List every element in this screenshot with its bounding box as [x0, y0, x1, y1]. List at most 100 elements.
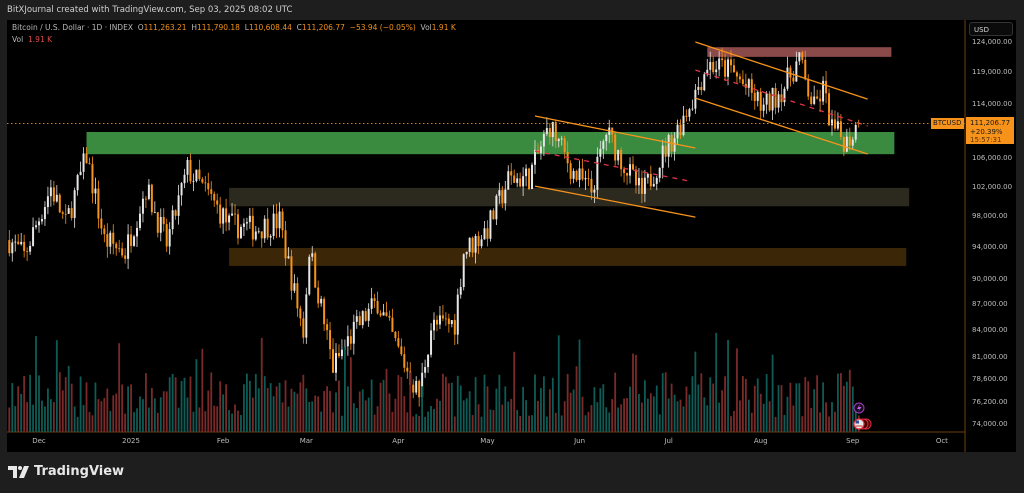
time-tick-label: Aug [753, 437, 768, 445]
volume-bar [115, 393, 118, 432]
candle-body [144, 198, 147, 200]
volume-bar [629, 386, 631, 432]
time-tick-label: Feb [216, 437, 230, 445]
volume-bar [269, 383, 272, 432]
volume-bar [38, 375, 40, 432]
candle-body [349, 336, 352, 344]
volume-bar [201, 348, 204, 432]
volume-bar [492, 410, 495, 432]
candle-body [715, 69, 718, 73]
footer: TradingView [0, 452, 1024, 493]
price-tick-label: 102,000.00 [972, 182, 1013, 191]
candle-body [718, 58, 721, 70]
candle-body [180, 183, 183, 196]
volume-bar [162, 391, 165, 432]
volume-bar [379, 382, 382, 432]
candle-body [676, 124, 679, 139]
volume-bar [171, 373, 174, 432]
candle-body [798, 52, 801, 62]
volume-bar [682, 406, 685, 432]
candle-body [839, 121, 842, 137]
chart-legend: Bitcoin / U.S. Dollar · 1D · INDEX O111,… [12, 22, 456, 46]
volume-bar [403, 396, 406, 432]
volume-bar [450, 382, 453, 432]
candle-body [623, 169, 626, 174]
volume-bar [851, 386, 854, 432]
volume-bar [462, 400, 465, 432]
candle-body [816, 96, 819, 99]
candle-body [317, 287, 320, 304]
candle-body [738, 76, 741, 80]
candle-body [468, 237, 471, 252]
symbol-description[interactable]: Bitcoin / U.S. Dollar · 1D · INDEX [12, 23, 133, 32]
volume-bar [147, 407, 150, 432]
candle-body [257, 231, 260, 233]
candle-body [106, 234, 109, 247]
candle-body [337, 352, 340, 357]
volume-bar [572, 389, 575, 432]
volume-bar [516, 410, 519, 432]
candle-body [759, 91, 762, 111]
candle-body [20, 241, 23, 245]
volume-bar [765, 374, 768, 432]
candle-body [421, 372, 424, 398]
candle-body [263, 218, 266, 239]
volume-bar [688, 394, 691, 432]
volume-bar [79, 376, 82, 432]
candle-body [845, 136, 848, 152]
candle-body [26, 251, 29, 252]
candle-body [379, 313, 382, 316]
candle-body [542, 133, 545, 147]
candle-body [40, 219, 43, 222]
volume-bar [118, 343, 121, 432]
volume-bar [159, 397, 162, 432]
volume-bar [792, 405, 795, 432]
low-label: L [244, 23, 249, 32]
volume-bar [670, 383, 673, 432]
candle-body [444, 318, 447, 320]
volume-bar [415, 413, 418, 432]
volume-bar [762, 403, 765, 432]
time-tick-label: Oct [935, 437, 948, 445]
candle-body [828, 93, 831, 126]
volume-bar [284, 380, 287, 432]
candle-body [483, 228, 486, 240]
close-value: 111,206.77 [301, 23, 345, 32]
volume-bar [483, 374, 486, 432]
close-label: C [296, 23, 302, 32]
candle-body [842, 136, 845, 152]
candle-body [750, 79, 753, 93]
candle-body [213, 193, 216, 201]
tradingview-logo[interactable]: TradingView [8, 464, 124, 479]
candle-body [854, 124, 857, 140]
volume-bar [507, 401, 510, 432]
candle-body [109, 232, 112, 247]
volume-bar [774, 416, 777, 432]
volume-bar [845, 381, 848, 432]
candle-body [507, 171, 510, 190]
volume-bar [382, 379, 385, 432]
candle-body [43, 207, 46, 220]
currency-button[interactable]: USD [969, 22, 1013, 36]
candle-body [58, 194, 61, 213]
volume-bar [786, 396, 789, 432]
volume-bar [70, 383, 73, 432]
candle-body [204, 182, 207, 184]
channel-2-mid [695, 69, 868, 127]
candle-body [340, 349, 343, 357]
volume-bar [8, 407, 11, 432]
volume-bar [124, 413, 127, 432]
candle-body [560, 138, 563, 140]
candle-body [498, 190, 501, 196]
candle-body [771, 87, 774, 111]
volume-bar [706, 405, 709, 432]
price-tick-label: 87,000.00 [972, 300, 1008, 309]
volume-bar [61, 390, 64, 432]
volume-bar [41, 400, 43, 432]
volume-bar [620, 404, 623, 432]
change-value: −53.94 (−0.05%) [349, 23, 416, 32]
candle-body [522, 176, 525, 187]
volume-indicator-label[interactable]: Vol [12, 35, 24, 44]
volume-bar [548, 389, 551, 432]
